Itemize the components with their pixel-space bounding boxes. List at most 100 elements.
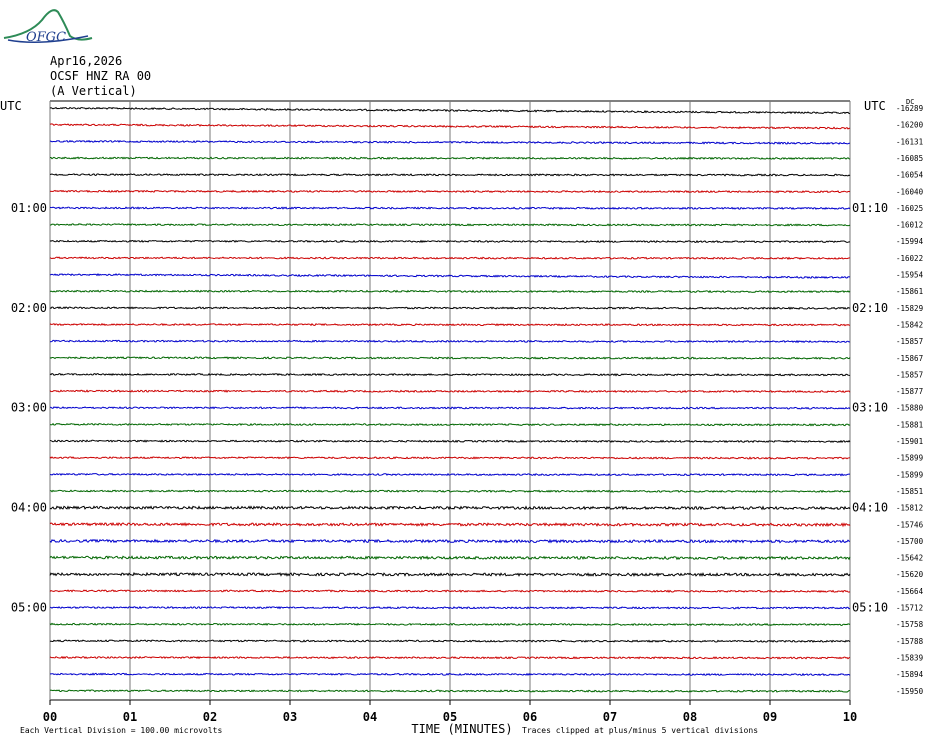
dc-offset-label: -15950 (896, 687, 924, 696)
seismic-trace (49, 489, 851, 493)
dc-offset-label: -15758 (896, 620, 924, 629)
seismic-trace (49, 106, 851, 115)
dc-offset-label: -15712 (896, 604, 923, 613)
time-label-right: 02:10 (852, 301, 888, 315)
dc-offset-label: -15861 (896, 287, 923, 296)
seismic-trace (49, 672, 851, 677)
dc-offset-label: -15881 (896, 420, 923, 429)
seismic-trace (49, 538, 851, 544)
x-tick-label: 10 (843, 710, 857, 724)
time-label-left: 05:00 (11, 601, 47, 615)
time-label-left: 04:00 (11, 501, 47, 515)
plot-date: Apr16,2026 (50, 54, 123, 68)
x-tick-label: 09 (763, 710, 777, 724)
seismic-traces (49, 106, 851, 693)
dc-offset-label: -16200 (896, 121, 924, 130)
x-axis-title: TIME (MINUTES) (411, 722, 512, 736)
x-tick-label: 00 (43, 710, 57, 724)
seismic-trace (49, 156, 851, 160)
dc-offset-label: -16131 (896, 137, 923, 146)
dc-offset-label: -16012 (896, 221, 923, 230)
seismic-trace (49, 456, 851, 460)
dc-offset-label: -15867 (896, 354, 923, 363)
clip-note: Traces clipped at plus/minus 5 vertical … (522, 726, 758, 735)
plot-station: OCSF HNZ RA 00 (50, 69, 152, 83)
logo-swoosh (7, 35, 89, 43)
dc-offset-label: -15788 (896, 637, 924, 646)
dc-offset-label: -15700 (896, 537, 924, 546)
scale-note: Each Vertical Division = 100.00 microvol… (20, 726, 222, 735)
seismic-trace (49, 589, 851, 593)
seismic-trace (49, 356, 851, 360)
dc-offset-label: -15746 (896, 520, 924, 529)
time-label-left: 02:00 (11, 301, 47, 315)
dc-offset-label: -15994 (896, 237, 924, 246)
seismic-trace (49, 439, 851, 443)
time-label-right: 01:10 (852, 201, 888, 215)
seismic-trace (49, 655, 851, 660)
seismic-trace (49, 256, 851, 260)
logo: OFGC (3, 9, 93, 45)
seismic-trace (49, 689, 851, 693)
dc-offset-label: -15857 (896, 370, 923, 379)
time-label-right: 05:10 (852, 601, 888, 615)
dc-offset-label: -15812 (896, 504, 923, 513)
dc-offset-label: -16025 (896, 204, 923, 213)
seismic-trace (49, 173, 851, 177)
seismic-trace (49, 273, 851, 279)
dc-offset-label: -15664 (896, 587, 924, 596)
x-tick-label: 06 (523, 710, 537, 724)
seismic-trace (49, 306, 851, 310)
x-tick-label: 01 (123, 710, 137, 724)
seismic-trace (49, 571, 851, 578)
dc-offset-label: -15851 (896, 487, 923, 496)
dc-offset-label: -16289 (896, 104, 923, 113)
utc-label-left: UTC (0, 99, 22, 113)
dc-offset-label: -16054 (896, 171, 924, 180)
x-tick-label: 07 (603, 710, 617, 724)
dc-offset-label: -15642 (896, 554, 923, 563)
seismic-trace (49, 139, 851, 145)
seismic-trace (49, 555, 851, 561)
dc-offset-label: -15842 (896, 320, 923, 329)
seismic-trace (49, 372, 851, 377)
seismic-trace (49, 605, 851, 610)
dc-offset-label: -16040 (896, 187, 924, 196)
seismic-trace (49, 322, 851, 327)
seismic-trace (49, 206, 851, 210)
x-tick-label: 08 (683, 710, 697, 724)
dc-offset-label: -15829 (896, 304, 923, 313)
trace-labels: UTC UTC DC 01:00 02:00 03:00 04:00 05:00 01:10 02… (0, 98, 924, 696)
dc-offset-label: -15894 (896, 670, 924, 679)
seismic-trace (49, 622, 851, 627)
x-axis: 00 01 02 03 04 05 06 07 08 09 10 TIME (MINUTES) Each… (20, 700, 857, 736)
x-tick-label: 04 (363, 710, 377, 724)
seismic-trace (49, 639, 851, 643)
dc-offset-label: -15880 (896, 404, 924, 413)
seismic-trace (49, 505, 851, 511)
seismic-trace (49, 422, 851, 427)
x-tick-label: 02 (203, 710, 217, 724)
x-tick-label: 05 (443, 710, 457, 724)
utc-label-right: UTC (864, 99, 886, 113)
dc-offset-label: -15839 (896, 653, 923, 662)
seismic-trace (49, 239, 851, 244)
dc-offset-label: -15857 (896, 337, 923, 346)
dc-offset-label: -15899 (896, 470, 923, 479)
seismic-trace (49, 472, 851, 477)
dc-offset-label: -16022 (896, 254, 923, 263)
x-tick-label: 03 (283, 710, 297, 724)
time-label-left: 03:00 (11, 401, 47, 415)
logo-text: OFGC (26, 30, 66, 45)
time-label-right: 04:10 (852, 501, 888, 515)
seismic-trace (49, 223, 851, 227)
dc-offset-label: -15620 (896, 570, 924, 579)
dc-offset-label: -15901 (896, 437, 923, 446)
seismic-trace (49, 289, 851, 294)
seismic-trace (49, 521, 851, 528)
seismic-trace (49, 406, 851, 410)
seismic-trace (49, 339, 851, 344)
dc-offset-label: -15877 (896, 387, 923, 396)
dc-label: DC (906, 98, 914, 106)
